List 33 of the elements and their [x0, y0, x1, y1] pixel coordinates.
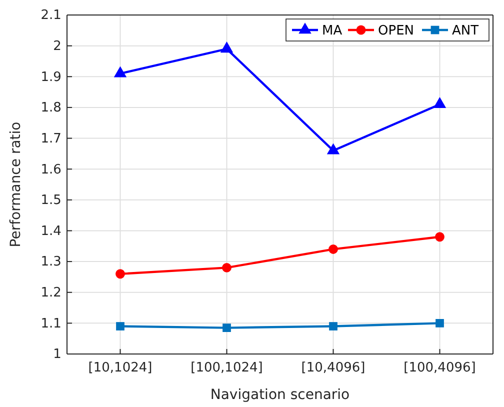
- point: [222, 263, 232, 272]
- y-tick-label: 1.5: [40, 193, 62, 208]
- x-tick-label: [10,1024]: [88, 360, 152, 376]
- y-tick-label: 2.1: [40, 8, 62, 24]
- point: [114, 66, 127, 78]
- y-tick-label: 1.8: [40, 100, 62, 116]
- legend-label: ANT: [452, 24, 479, 39]
- y-tick-label: 1.1: [40, 316, 62, 332]
- point: [116, 322, 124, 330]
- y-tick-label: 1.2: [40, 286, 62, 301]
- y-tick-label: 2: [53, 38, 62, 54]
- x-tick-label: [100,1024]: [190, 360, 263, 376]
- point: [436, 319, 444, 328]
- legend-label: OPEN: [378, 24, 414, 39]
- x-tick-label: [100,4096]: [404, 360, 476, 376]
- point: [329, 322, 338, 330]
- point: [222, 324, 231, 332]
- y-tick-label: 1.9: [40, 70, 62, 85]
- y-tick-label: 1.6: [40, 162, 62, 178]
- legend-label: MA: [322, 24, 342, 39]
- x-axis-title: Navigation scenario: [210, 387, 350, 403]
- point: [435, 232, 444, 242]
- point: [116, 269, 125, 279]
- point: [220, 42, 234, 53]
- y-tick-label: 1.7: [40, 131, 62, 146]
- x-tick-label: [10,4096]: [301, 360, 366, 376]
- point: [433, 97, 446, 108]
- point: [328, 244, 338, 254]
- y-tick-label: 1.4: [40, 224, 62, 239]
- y-tick-label: 1.3: [40, 254, 62, 270]
- y-axis-title: Performance ratio: [8, 122, 24, 248]
- point: [326, 143, 340, 154]
- y-tick-label: 1: [53, 347, 62, 362]
